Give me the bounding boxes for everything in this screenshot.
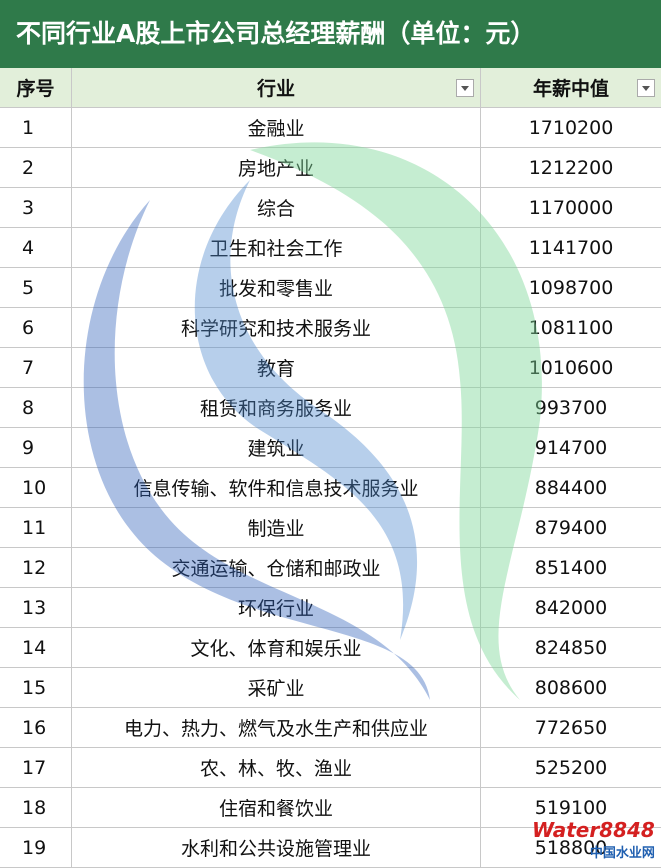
table-row: 1 金融业 1710200	[0, 108, 661, 148]
table-row: 4 卫生和社会工作 1141700	[0, 228, 661, 268]
header-cell: 年薪中值	[481, 68, 661, 107]
table-cell: 建筑业	[72, 428, 481, 467]
table-cell: 993700	[534, 396, 608, 419]
table-cell: 1170000	[528, 196, 614, 219]
filter-button[interactable]	[456, 79, 474, 97]
watermark-site: 中国水业网	[589, 846, 655, 861]
table-cell: 12	[0, 548, 72, 587]
table-row: 11 制造业 879400	[0, 508, 661, 548]
table-cell: 1212200	[528, 156, 614, 179]
table-row: 9 建筑业 914700	[0, 428, 661, 468]
table-cell: 10	[0, 468, 72, 507]
table-cell: 1081100	[528, 316, 614, 339]
table-cell: 水利和公共设施管理业	[72, 828, 481, 867]
table-row: 10 信息传输、软件和信息技术服务业 884400	[0, 468, 661, 508]
table-row: 3 综合 1170000	[0, 188, 661, 228]
table-cell: 文化、体育和娱乐业	[72, 628, 481, 667]
filter-button[interactable]	[637, 79, 655, 97]
table-cell: 884400	[534, 476, 608, 499]
table-cell: 525200	[534, 756, 608, 779]
table-cell: 1	[0, 108, 72, 147]
table-cell: 519100	[534, 796, 608, 819]
table-row: 18 住宿和餐饮业 519100	[0, 788, 661, 828]
table-cell: 电力、热力、燃气及水生产和供应业	[72, 708, 481, 747]
table-cell: 5	[0, 268, 72, 307]
table-cell: 1098700	[528, 276, 614, 299]
table-cell: 住宿和餐饮业	[72, 788, 481, 827]
title-bar: 不同行业A股上市公司总经理薪酬（单位：元）	[0, 0, 661, 68]
table-cell: 信息传输、软件和信息技术服务业	[72, 468, 481, 507]
table-cell: 18	[0, 788, 72, 827]
table-cell: 采矿业	[72, 668, 481, 707]
table-cell: 851400	[534, 556, 608, 579]
table-cell: 环保行业	[72, 588, 481, 627]
table-cell: 2	[0, 148, 72, 187]
table-cell: 1010600	[528, 356, 614, 379]
table-cell: 1710200	[528, 116, 614, 139]
table-cell: 518800	[534, 836, 608, 859]
table-row: 16 电力、热力、燃气及水生产和供应业 772650	[0, 708, 661, 748]
watermark-brand: Water8848	[532, 818, 655, 842]
table-cell: 3	[0, 188, 72, 227]
table-cell: 17	[0, 748, 72, 787]
table-cell: 房地产业	[72, 148, 481, 187]
table-cell: 14	[0, 628, 72, 667]
table-cell: 15	[0, 668, 72, 707]
header-row: 序号 行业 年薪中值	[0, 68, 661, 108]
table-cell: 金融业	[72, 108, 481, 147]
table-row: 13 环保行业 842000	[0, 588, 661, 628]
table-cell: 842000	[534, 596, 608, 619]
table-cell: 租赁和商务服务业	[72, 388, 481, 427]
table-cell: 交通运输、仓储和邮政业	[72, 548, 481, 587]
table-row: 14 文化、体育和娱乐业 824850	[0, 628, 661, 668]
table-row: 12 交通运输、仓储和邮政业 851400	[0, 548, 661, 588]
table-cell: 卫生和社会工作	[72, 228, 481, 267]
table-cell: 16	[0, 708, 72, 747]
table-cell: 879400	[534, 516, 608, 539]
table-cell: 4	[0, 228, 72, 267]
table-row: 17 农、林、牧、渔业 525200	[0, 748, 661, 788]
table-cell: 772650	[534, 716, 608, 739]
table-cell: 教育	[72, 348, 481, 387]
table-row: 2 房地产业 1212200	[0, 148, 661, 188]
table-cell: 19	[0, 828, 72, 867]
table-cell: 7	[0, 348, 72, 387]
table-row: 7 教育 1010600	[0, 348, 661, 388]
header-text: 年薪中值	[532, 78, 609, 100]
table-row: 15 采矿业 808600	[0, 668, 661, 708]
table-row: 8 租赁和商务服务业 993700	[0, 388, 661, 428]
table-cell: 8	[0, 388, 72, 427]
table-cell: 824850	[534, 636, 608, 659]
header-cell: 序号	[0, 68, 72, 107]
table-cell: 农、林、牧、渔业	[72, 748, 481, 787]
table-cell: 13	[0, 588, 72, 627]
header-cell: 行业	[72, 68, 481, 107]
table-row: 6 科学研究和技术服务业 1081100	[0, 308, 661, 348]
table-cell: 批发和零售业	[72, 268, 481, 307]
table-cell: 11	[0, 508, 72, 547]
table-cell: 1141700	[528, 236, 614, 259]
table-cell: 科学研究和技术服务业	[72, 308, 481, 347]
table-row: 5 批发和零售业 1098700	[0, 268, 661, 308]
table-cell: 914700	[534, 436, 608, 459]
header-text: 行业	[256, 78, 295, 100]
header-text: 序号	[16, 78, 55, 100]
table-cell: 808600	[534, 676, 608, 699]
table-cell: 6	[0, 308, 72, 347]
table-cell: 制造业	[72, 508, 481, 547]
table-cell: 综合	[72, 188, 481, 227]
table-cell: 9	[0, 428, 72, 467]
watermark: Water8848 中国水业网	[532, 818, 655, 861]
